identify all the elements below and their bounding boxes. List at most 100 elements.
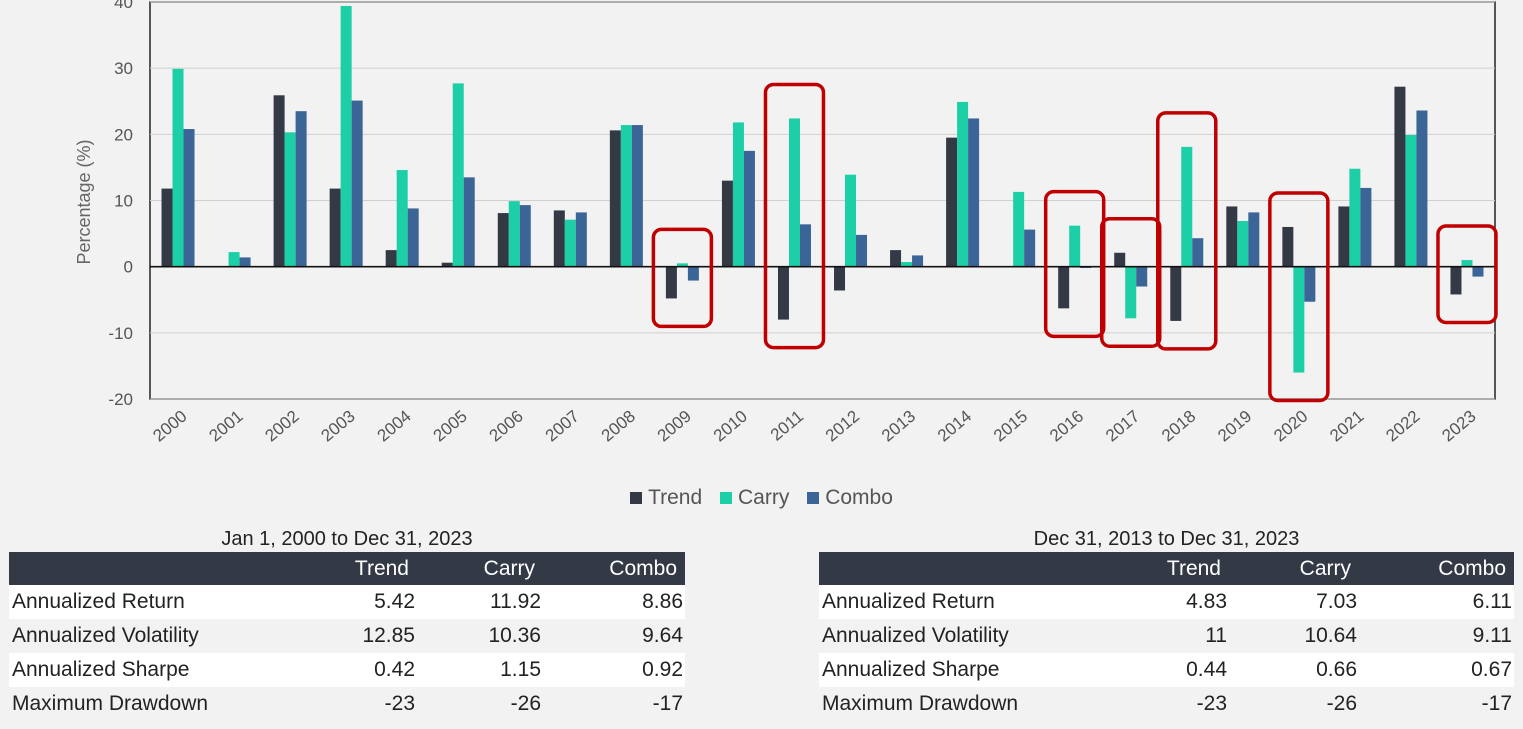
highlight-box-2009	[651, 227, 714, 329]
x-tick-label: 2001	[205, 407, 246, 446]
y-tick-label: 10	[114, 192, 133, 211]
bar-carry-2023	[1461, 260, 1473, 267]
y-tick-label: -20	[108, 390, 133, 409]
highlight-box-2018	[1156, 111, 1218, 351]
bar-combo-2000	[183, 129, 195, 267]
x-tick-label: 2008	[598, 407, 639, 446]
bar-carry-2006	[508, 201, 520, 267]
bar-trend-2013	[890, 250, 902, 267]
table-cell: 9.11	[1359, 619, 1514, 653]
y-tick-label: 20	[114, 125, 133, 144]
table-cell: 5.42	[301, 585, 417, 619]
bar-combo-2004	[407, 208, 419, 267]
legend-carry[interactable]: Carry	[720, 486, 789, 510]
bar-combo-2019	[1248, 212, 1260, 267]
x-tick-label: 2010	[710, 407, 751, 446]
row-label: Maximum Drawdown	[819, 687, 1101, 721]
table-row: Maximum Drawdown -23 -26 -17	[9, 687, 685, 721]
bar-combo-2013	[912, 255, 924, 267]
bar-trend-2005	[441, 262, 453, 267]
bar-trend-2020	[1282, 226, 1294, 267]
bar-carry-2020	[1293, 266, 1305, 373]
legend-trend-label: Trend	[648, 486, 703, 509]
stats-table: Trend Carry Combo Annualized Return 4.83…	[819, 552, 1514, 721]
column-header: Carry	[417, 552, 543, 585]
bar-combo-2018	[1192, 238, 1204, 267]
bar-carry-2022	[1405, 134, 1417, 267]
bar-trend-2022	[1394, 86, 1406, 267]
column-header	[9, 552, 301, 585]
x-tick-label: 2000	[149, 407, 190, 446]
bar-trend-2004	[385, 250, 397, 267]
highlight-box-2016	[1043, 189, 1106, 339]
y-tick-label: 0	[124, 258, 133, 277]
bar-carry-2017	[1125, 266, 1137, 319]
table-cell: 7.03	[1229, 585, 1359, 619]
legend-combo-label: Combo	[825, 486, 893, 509]
bar-carry-2001	[228, 252, 240, 267]
table-cell: 0.67	[1359, 653, 1514, 687]
table-cell: 0.66	[1229, 653, 1359, 687]
x-tick-label: 2005	[430, 407, 471, 446]
column-header: Trend	[1101, 552, 1229, 585]
x-tick-label: 2021	[1326, 407, 1367, 446]
bar-carry-2002	[284, 132, 296, 267]
bar-carry-2003	[340, 5, 352, 267]
x-tick-label: 2002	[261, 407, 302, 446]
table-row: Annualized Return 4.83 7.03 6.11	[819, 585, 1514, 619]
x-tick-label: 2020	[1270, 407, 1311, 446]
bar-carry-2018	[1181, 146, 1193, 267]
table-cell: -17	[1359, 687, 1514, 721]
x-tick-label: 2014	[934, 407, 975, 446]
stats-panel-full-period: Jan 1, 2000 to Dec 31, 2023 Trend Carry …	[9, 526, 685, 721]
bar-combo-2011	[799, 224, 811, 267]
column-header: Combo	[543, 552, 685, 585]
bar-trend-2012	[834, 266, 846, 291]
table-cell: 1.15	[417, 653, 543, 687]
legend-trend[interactable]: Trend	[630, 486, 702, 510]
stats-table: Trend Carry Combo Annualized Return 5.42…	[9, 552, 685, 721]
bar-carry-2007	[564, 219, 576, 267]
table-cell: 11	[1101, 619, 1229, 653]
column-header	[819, 552, 1101, 585]
row-label: Maximum Drawdown	[9, 687, 301, 721]
bar-combo-2010	[743, 150, 755, 267]
bar-trend-2002	[273, 95, 285, 267]
table-row: Annualized Volatility 11 10.64 9.11	[819, 619, 1514, 653]
bar-combo-2006	[519, 205, 531, 267]
table-cell: -23	[301, 687, 417, 721]
table-cell: 0.92	[543, 653, 685, 687]
table-row: Annualized Return 5.42 11.92 8.86	[9, 585, 685, 619]
legend-combo-swatch	[807, 492, 820, 504]
table-cell: -26	[417, 687, 543, 721]
bar-trend-2017	[1114, 252, 1126, 267]
highlight-box-2020	[1268, 191, 1330, 403]
bar-combo-2017	[1136, 266, 1148, 287]
x-tick-label: 2004	[374, 407, 415, 446]
bar-trend-2006	[497, 213, 509, 267]
x-tick-label: 2016	[1046, 407, 1087, 446]
table-cell: 6.11	[1359, 585, 1514, 619]
row-label: Annualized Sharpe	[9, 653, 301, 687]
row-label: Annualized Volatility	[9, 619, 301, 653]
bar-carry-2011	[788, 118, 800, 267]
x-tick-label: 2007	[542, 407, 583, 446]
bar-combo-2020	[1304, 266, 1316, 302]
x-tick-label: 2022	[1382, 407, 1423, 446]
chart-legend: Trend Carry Combo	[0, 486, 1523, 510]
x-tick-label: 2017	[1102, 407, 1143, 446]
bar-trend-2000	[161, 188, 173, 267]
highlight-boxes	[651, 82, 1498, 403]
x-tick-label: 2003	[318, 407, 359, 446]
table-header-row: Trend Carry Combo	[819, 552, 1514, 585]
bar-carry-2000	[172, 68, 184, 267]
bar-trend-2014	[946, 137, 958, 267]
y-axis-ticks: -20 -10 0 10 20 30 40	[108, 0, 133, 409]
bar-carry-2016	[1069, 225, 1081, 267]
bar-combo-2014	[968, 118, 980, 267]
legend-carry-swatch	[720, 492, 733, 504]
table-header-row: Trend Carry Combo	[9, 552, 685, 585]
x-tick-label: 2015	[990, 407, 1031, 446]
legend-combo[interactable]: Combo	[807, 486, 893, 510]
bar-combo-2009	[687, 266, 699, 281]
